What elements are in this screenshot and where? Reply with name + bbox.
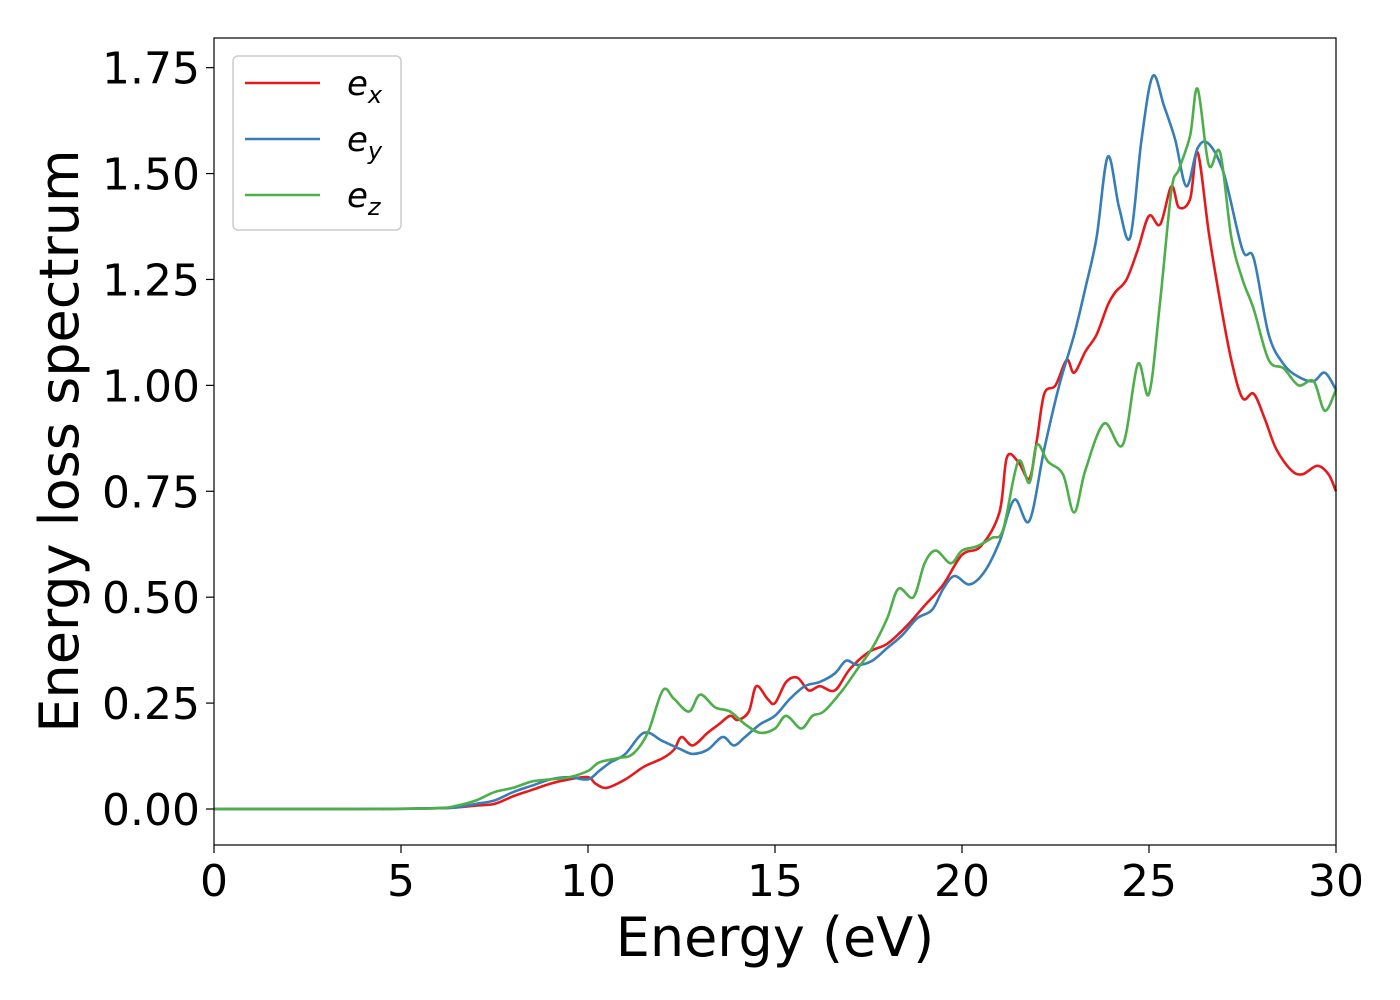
y-tick-label: 1.75 xyxy=(102,44,200,95)
y-tick-label: 0.25 xyxy=(102,679,200,730)
y-tick-label: 0.50 xyxy=(102,573,200,624)
x-axis-label: Energy (eV) xyxy=(616,906,935,969)
x-tick-label: 5 xyxy=(387,856,415,907)
x-tick-label: 20 xyxy=(934,856,990,907)
x-axis-ticks: 0 5 10 15 20 25 30 xyxy=(200,845,1364,907)
legend-frame xyxy=(232,55,402,231)
y-tick-label: 0.00 xyxy=(102,785,200,836)
legend-label-z: ez xyxy=(347,176,382,221)
y-axis-label: Energy loss spectrum xyxy=(28,149,91,732)
legend-label-x: ex xyxy=(347,64,383,109)
y-tick-label: 1.50 xyxy=(102,150,200,201)
y-tick-label: 1.25 xyxy=(102,255,200,306)
x-tick-label: 15 xyxy=(747,856,803,907)
plot-frame xyxy=(213,37,1337,846)
series-line-y xyxy=(213,74,1338,811)
x-tick-label: 25 xyxy=(1121,856,1177,907)
series-line-z xyxy=(213,87,1338,811)
y-tick-label: 0.75 xyxy=(102,467,200,518)
legend: ex ey ez xyxy=(232,55,402,231)
x-tick-label: 10 xyxy=(560,856,616,907)
x-tick-label: 0 xyxy=(200,856,228,907)
series-line-x xyxy=(213,151,1338,811)
legend-label-y: ey xyxy=(347,120,383,165)
x-tick-label: 30 xyxy=(1308,856,1364,907)
y-axis-ticks: 0.00 0.25 0.50 0.75 1.00 1.25 1.50 1.75 xyxy=(102,44,214,836)
series-lines xyxy=(213,74,1338,811)
y-tick-label: 1.00 xyxy=(102,361,200,412)
